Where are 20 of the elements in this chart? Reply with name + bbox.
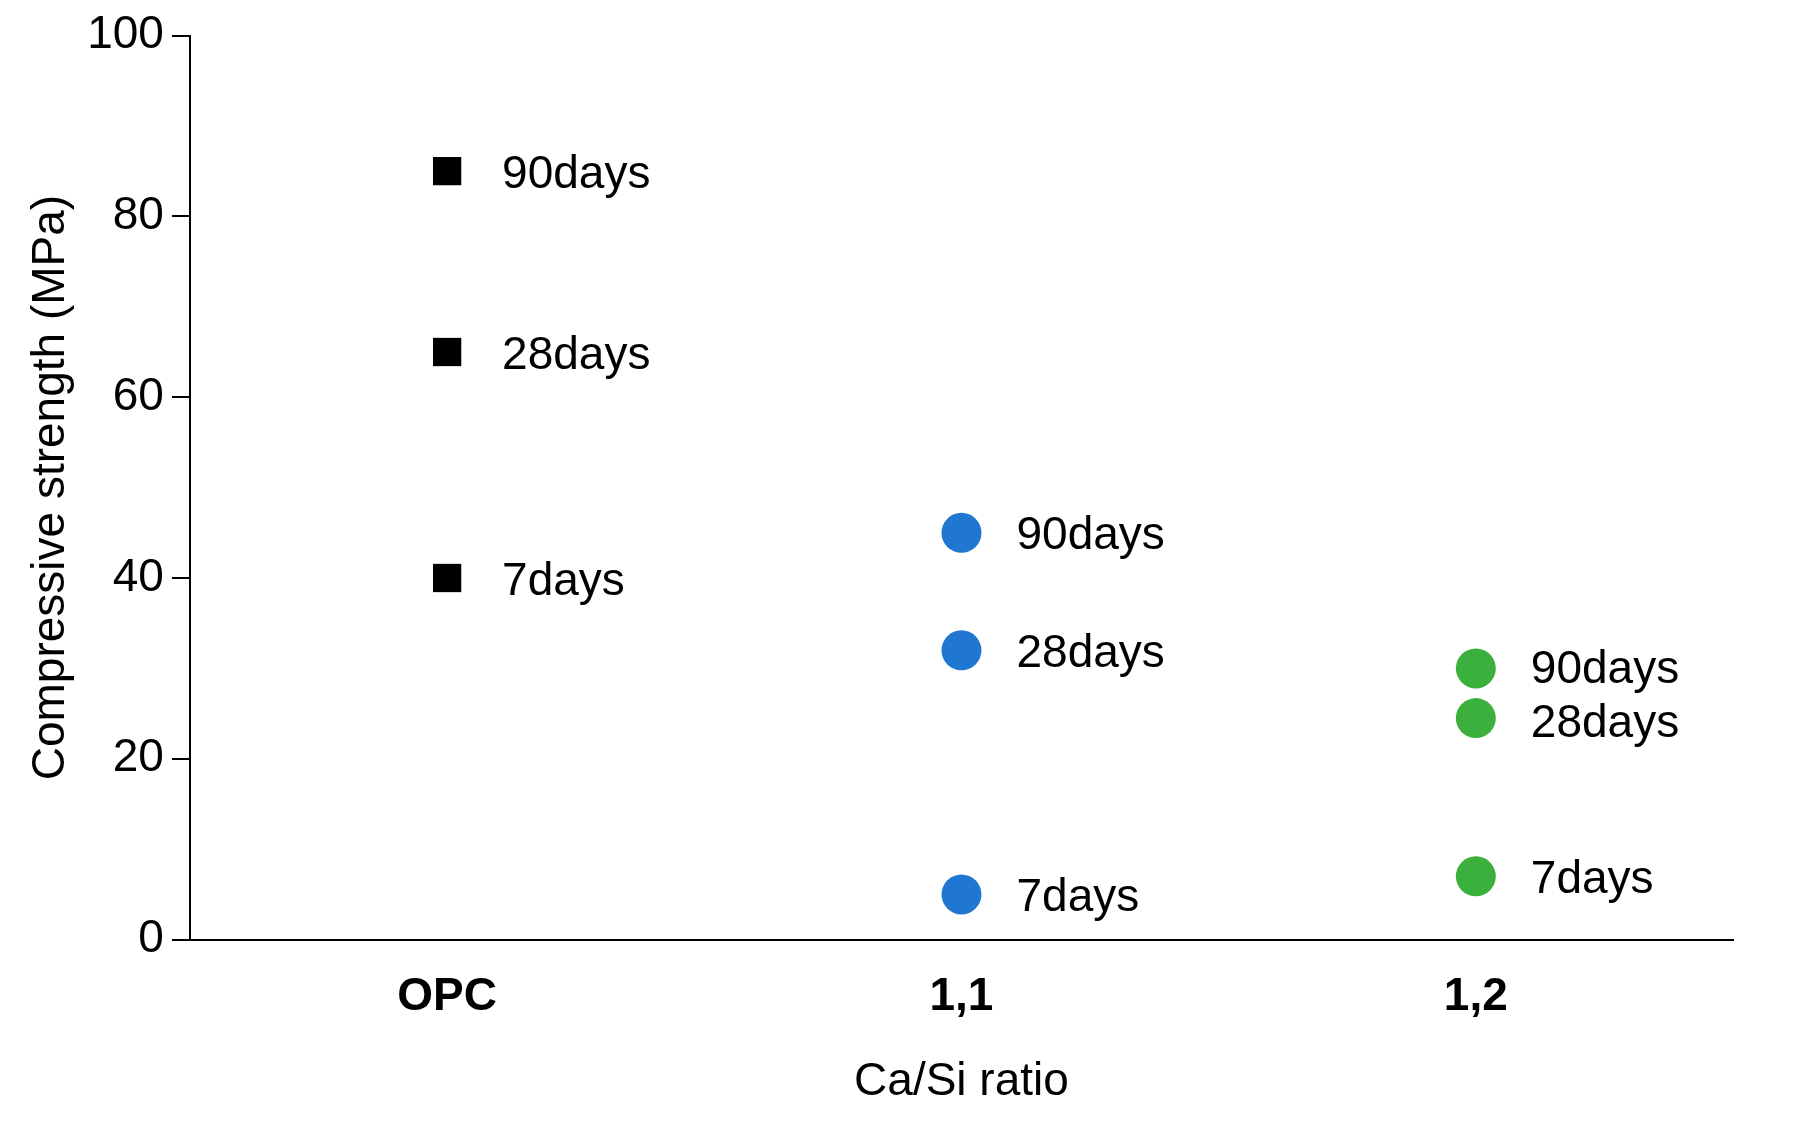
y-tick-label: 40 <box>112 548 164 601</box>
annotation: 7days <box>1016 869 1140 922</box>
annotation: 90days <box>1016 507 1165 560</box>
y-tick-label: 0 <box>138 910 164 963</box>
x-axis-title: Ca/Si ratio <box>854 1053 1069 1106</box>
x-tick-label: OPC <box>397 967 497 1020</box>
annotation: 90days <box>1530 640 1680 693</box>
x-tick-label: 1,2 <box>1443 967 1508 1020</box>
y-tick-label: 100 <box>87 6 164 59</box>
annotation: 28days <box>502 326 651 379</box>
annotation: 28days <box>1016 625 1165 678</box>
y-tick-label: 20 <box>112 729 164 782</box>
y-axis-title: Compressive strength (MPa) <box>22 194 75 781</box>
annotation: 7days <box>502 552 625 605</box>
annotation: 7days <box>1530 851 1654 904</box>
x-tick-label: 1,1 <box>929 967 994 1020</box>
annotation: 28days <box>1530 694 1680 747</box>
y-tick-label: 60 <box>112 367 164 420</box>
y-tick-label: 80 <box>112 187 164 240</box>
annotation: 90days <box>502 145 651 198</box>
